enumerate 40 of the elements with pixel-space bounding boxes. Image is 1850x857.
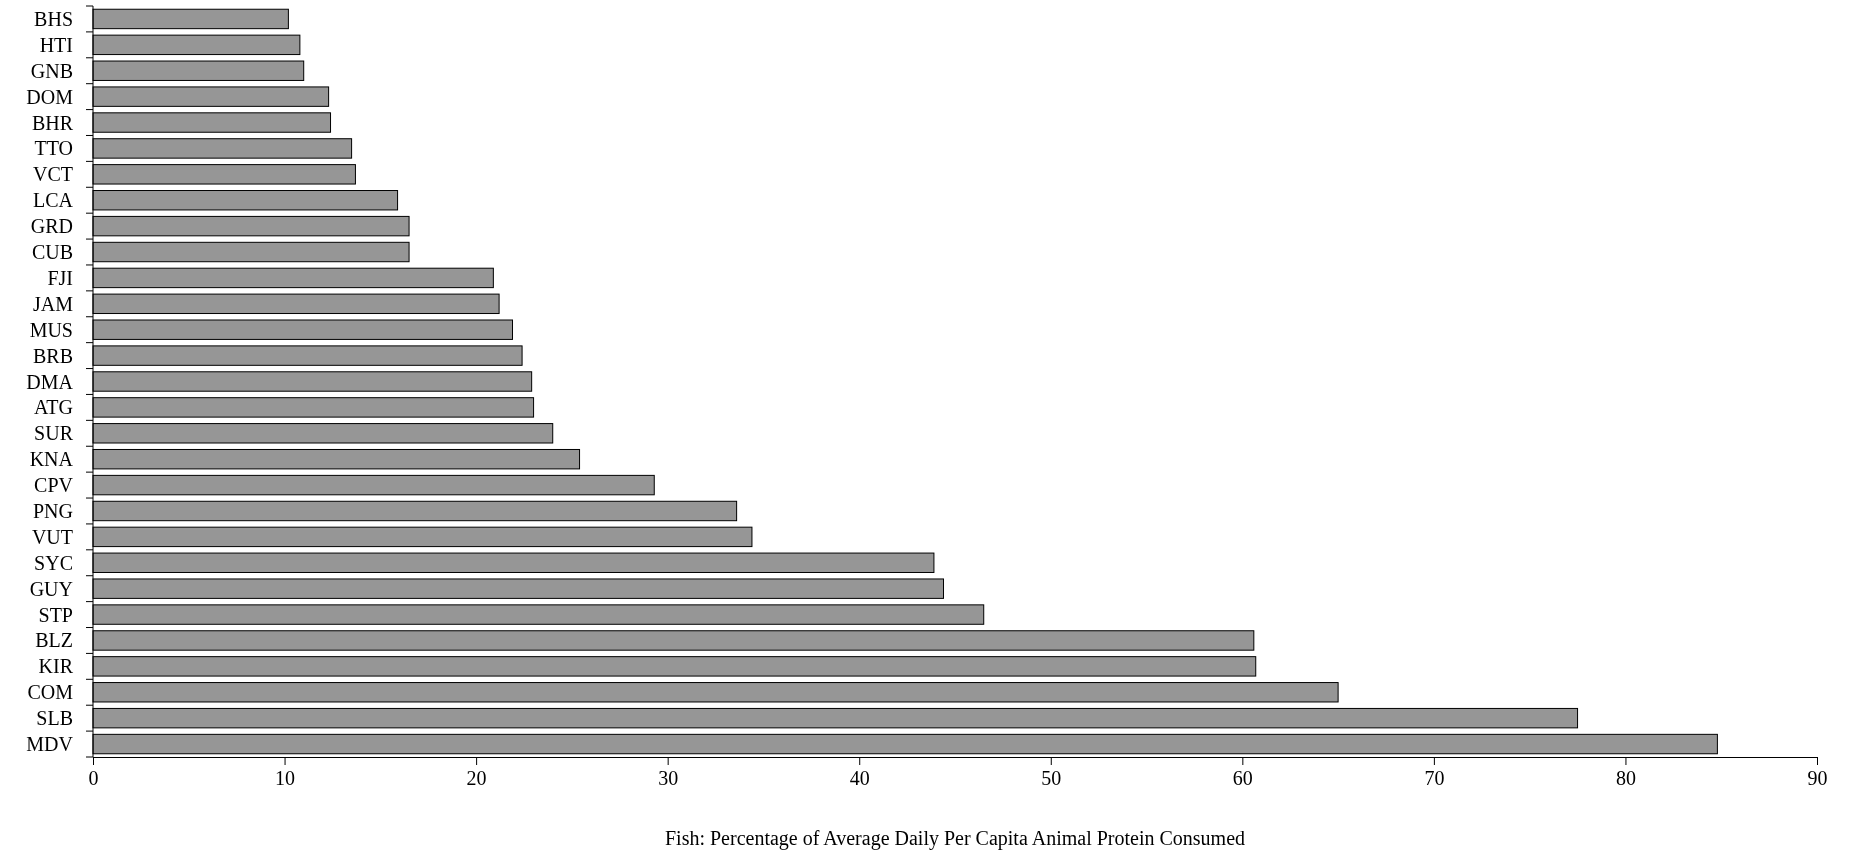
- y-tick-label: SYC: [34, 551, 73, 574]
- y-tick-label: CUB: [31, 241, 73, 264]
- y-tick-label: BRB: [32, 344, 73, 367]
- x-tick-label: 80: [1615, 767, 1636, 790]
- y-tick-label: DMA: [26, 370, 74, 393]
- y-tick-label: ATG: [34, 396, 73, 419]
- x-tick-label: 20: [466, 767, 487, 790]
- y-tick-label: STP: [38, 603, 73, 626]
- y-tick-label: GNB: [30, 59, 73, 82]
- y-tick-label: TTO: [34, 137, 73, 160]
- x-tick-label: 70: [1424, 767, 1445, 790]
- y-tick-label: LCA: [33, 189, 74, 212]
- y-tick-label: KIR: [38, 655, 74, 678]
- x-axis-title: Fish: Percentage of Average Daily Per Capita Animal Protein Consumed: [664, 827, 1246, 850]
- y-tick-label: VUT: [31, 525, 73, 548]
- y-tick-label: VCT: [33, 163, 73, 186]
- y-tick-label: MDV: [26, 733, 74, 756]
- y-tick-label: SUR: [34, 422, 74, 445]
- x-tick-label: 90: [1807, 767, 1828, 790]
- x-tick-label: 30: [658, 767, 679, 790]
- y-tick-label: GUY: [29, 577, 73, 600]
- y-tick-label: JAM: [32, 292, 74, 315]
- y-tick-label: BHR: [31, 111, 74, 134]
- x-tick-label: 40: [849, 767, 870, 790]
- y-tick-label: PNG: [32, 499, 73, 522]
- x-tick-label: 0: [88, 767, 99, 790]
- x-tick-label: 50: [1041, 767, 1062, 790]
- y-tick-label: SLB: [36, 707, 73, 730]
- y-tick-label: BHS: [34, 7, 73, 30]
- x-tick-label: 60: [1232, 767, 1253, 790]
- y-tick-label: DOM: [26, 85, 74, 108]
- y-tick-label: COM: [27, 681, 74, 704]
- y-tick-label: BLZ: [35, 629, 73, 652]
- y-tick-label: FJI: [47, 266, 73, 289]
- y-tick-label: HTI: [39, 33, 73, 56]
- y-tick-label: MUS: [29, 318, 73, 341]
- x-tick-label: 10: [275, 767, 296, 790]
- y-tick-label: CPV: [34, 474, 74, 497]
- y-tick-label: GRD: [30, 215, 73, 238]
- y-tick-label: KNA: [29, 448, 74, 471]
